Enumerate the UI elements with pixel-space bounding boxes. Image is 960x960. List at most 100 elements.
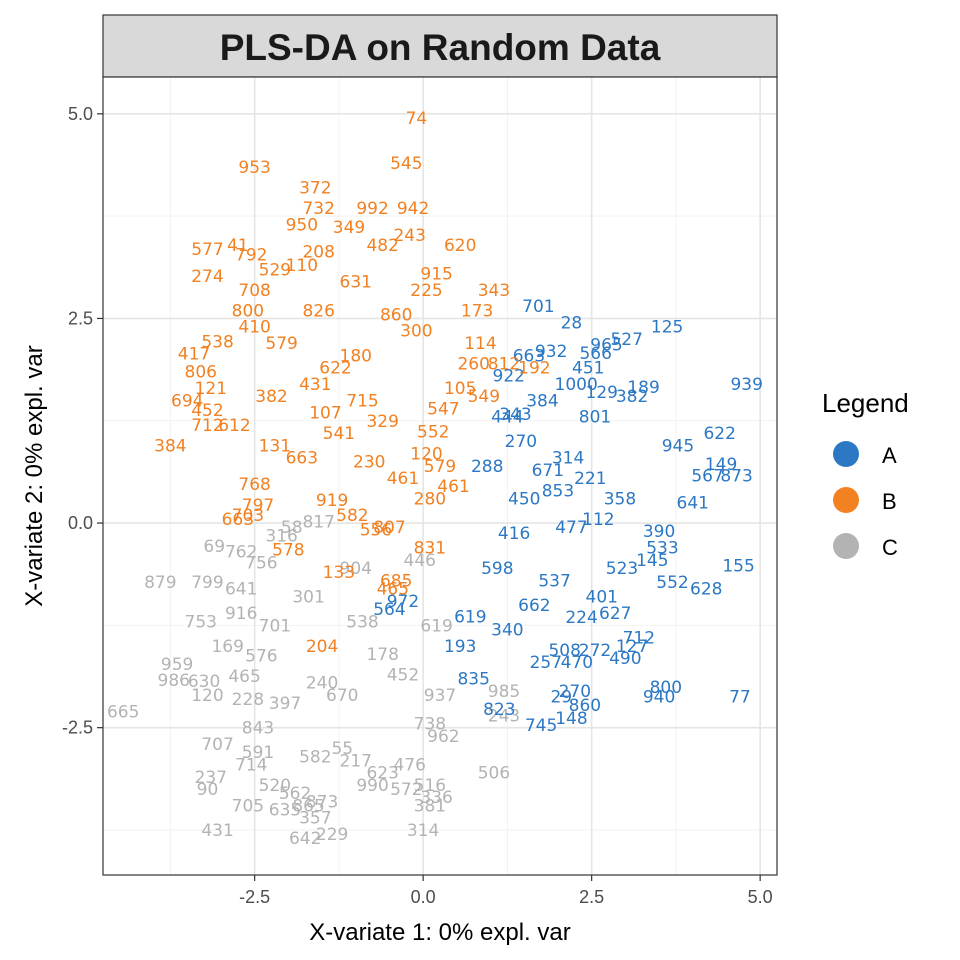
point-label-c: 630 [188,672,220,692]
point-label-b: 663 [286,449,318,469]
point-label-b: 107 [309,404,341,424]
point-label-a: 401 [586,588,618,608]
x-tick-label: 5.0 [748,887,773,907]
point-label-c: 990 [356,776,388,796]
plot-panel-border [102,76,778,876]
point-label-a: 533 [646,539,678,559]
point-label-a: 340 [491,620,523,640]
point-label-a: 193 [444,637,476,657]
point-label-a: 224 [565,608,597,628]
point-label-c: 937 [424,686,456,706]
point-label-c: 635 [269,801,301,821]
x-tick-label: 2.5 [579,887,604,907]
point-label-c: 707 [201,735,233,755]
plot-panel [103,77,777,875]
point-label-a: 270 [559,682,591,702]
point-label-c: 986 [158,671,190,691]
point-label-c: 843 [242,719,274,739]
point-label-c: 229 [316,825,348,845]
point-label-a: 566 [579,344,611,364]
point-label-a: 77 [729,688,751,708]
point-label-c: 237 [195,768,227,788]
x-tick-label: -2.5 [239,887,270,907]
point-label-a: 112 [582,510,614,530]
point-label-a: 125 [651,318,683,338]
point-label-c: 58 [281,518,303,538]
point-label-a: 598 [481,559,513,579]
point-label-a: 940 [643,688,675,708]
legend: Legend A B C [822,388,909,560]
point-label-a: 619 [454,607,486,627]
x-axis-title: X-variate 1: 0% expl. var [309,919,570,946]
point-label-a: 662 [518,596,550,616]
point-label-a: 416 [498,524,530,544]
point-label-c: 243 [488,706,520,726]
point-label-c: 879 [144,573,176,593]
point-label-a: 189 [627,378,659,398]
point-label-b: 384 [154,436,186,456]
legend-label-a: A [882,443,897,468]
point-label-a: 470 [561,653,593,673]
point-label-b: 577 [191,240,223,260]
point-label-c: 904 [340,559,372,579]
point-label-b: 431 [299,375,331,395]
point-label-b: 131 [259,436,291,456]
point-label-a: 508 [548,641,580,661]
point-label-c: 520 [259,776,291,796]
point-label-b: 685 [380,571,412,591]
point-label-a: 712 [623,629,655,649]
point-label-b: 622 [319,359,351,379]
point-label-a: 155 [722,557,754,577]
point-label-c: 55 [331,739,353,759]
point-label-c: 538 [346,612,378,632]
legend-key-c [833,533,859,559]
point-label-a: 745 [525,716,557,736]
point-label-c: 314 [407,821,439,841]
point-label-b: 105 [444,379,476,399]
point-label-c: 562 [279,784,311,804]
legend-key-b [833,487,859,513]
point-label-b: 349 [333,218,365,238]
point-label-b: 461 [437,477,469,497]
point-label-b: 230 [353,453,385,473]
point-label-b: 274 [191,267,223,287]
point-label-b: 343 [478,281,510,301]
point-label-c: 476 [393,756,425,776]
point-label-b: 768 [238,475,270,495]
point-label-b: 74 [406,109,428,129]
point-label-c: 582 [299,747,331,767]
point-label-b: 410 [238,318,270,338]
point-label-a: 622 [703,424,735,444]
point-label-c: 817 [302,512,334,532]
point-label-a: 149 [705,455,737,475]
point-label-c: 336 [420,788,452,808]
point-label-a: 343 [499,405,531,425]
point-label-a: 701 [522,297,554,317]
point-label-a: 314 [552,449,584,469]
point-label-c: 506 [478,764,510,784]
point-label-a: 28 [561,314,583,334]
point-label-b: 860 [380,305,412,325]
point-label-c: 670 [326,686,358,706]
point-label-b: 620 [444,236,476,256]
point-label-a: 272 [579,641,611,661]
point-label-c: 572 [390,780,422,800]
point-label-c: 865 [292,796,324,816]
point-label-b: 41 [227,236,249,256]
point-label-a: 537 [538,571,570,591]
point-label-c: 301 [292,588,324,608]
point-label-b: 919 [316,491,348,511]
x-tick-label: 0.0 [411,887,436,907]
point-label-c: 762 [225,543,257,563]
point-label-a: 663 [513,346,545,366]
point-label-c: 169 [211,637,243,657]
point-label-c: 873 [306,792,338,812]
point-label-b: 452 [191,401,223,421]
point-label-a: 823 [483,700,515,720]
point-label-a: 873 [720,467,752,487]
point-label-a: 860 [569,696,601,716]
y-tick-label: 5.0 [68,104,93,124]
point-label-a: 932 [535,342,567,362]
point-label-b: 831 [414,539,446,559]
point-label-c: 120 [191,686,223,706]
